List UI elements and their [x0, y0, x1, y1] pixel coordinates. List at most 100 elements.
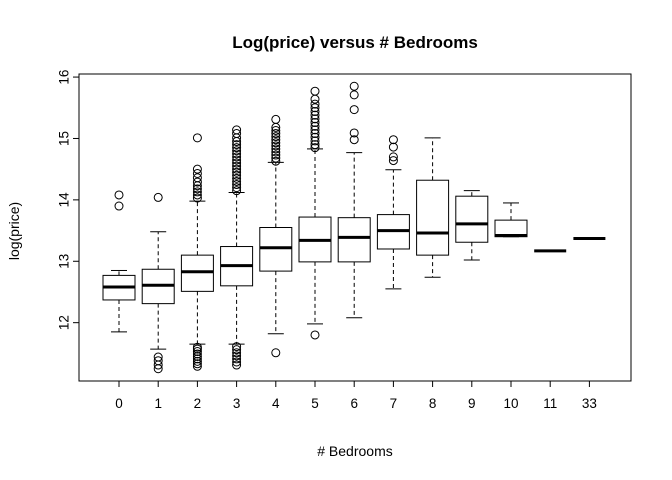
box-rect — [180, 254, 214, 292]
outlier-point — [192, 361, 202, 371]
outlier-point — [310, 136, 320, 146]
outlier-point — [192, 187, 202, 197]
x-tick-label: 9 — [468, 396, 476, 411]
outlier-point — [192, 168, 202, 178]
outlier-point — [349, 135, 359, 145]
outlier-point — [232, 143, 242, 153]
outlier-point — [271, 141, 281, 151]
outlier-point — [232, 167, 242, 177]
outlier-point — [310, 103, 320, 113]
outlier-point — [388, 135, 398, 145]
outlier-point — [192, 177, 202, 187]
x-tick-label: 3 — [233, 396, 241, 411]
box-7 — [376, 135, 410, 290]
outlier-point — [310, 330, 320, 340]
y-tick-label: 12 — [57, 315, 72, 330]
x-tick-label: 1 — [154, 396, 162, 411]
outlier-point — [388, 152, 398, 162]
y-tick-label: 14 — [57, 192, 72, 208]
x-tick-label: 6 — [350, 396, 358, 411]
outlier-point — [271, 156, 281, 166]
x-tick-label: 5 — [311, 396, 319, 411]
y-axis: 12 13 14 15 16 — [57, 70, 80, 330]
box-8 — [416, 137, 450, 278]
outlier-point — [232, 146, 242, 156]
outlier-point — [232, 152, 242, 162]
outlier-point — [232, 360, 242, 370]
outlier-point — [310, 121, 320, 131]
outlier-point — [232, 173, 242, 183]
outlier-point — [310, 129, 320, 139]
x-axis: 0 1 2 3 4 5 6 7 8 9 10 11 33 — [115, 380, 597, 411]
x-tick-label: 8 — [429, 396, 437, 411]
outlier-point — [192, 354, 202, 364]
outlier-point — [349, 105, 359, 115]
outlier-point — [271, 129, 281, 139]
box-10 — [494, 202, 528, 238]
outlier-point — [310, 86, 320, 96]
outlier-point — [192, 193, 202, 203]
outlier-point — [232, 170, 242, 180]
x-tick-label: 7 — [390, 396, 398, 411]
box-6 — [337, 81, 371, 319]
box-4 — [259, 114, 293, 358]
outlier-point — [232, 354, 242, 364]
outlier-point — [232, 158, 242, 168]
box-group — [102, 81, 606, 374]
box-9 — [455, 190, 489, 261]
outlier-point — [232, 140, 242, 150]
box-1 — [141, 192, 175, 374]
outlier-point — [271, 153, 281, 163]
chart-title: Log(price) versus # Bedrooms — [232, 33, 478, 52]
outlier-point — [232, 149, 242, 159]
outlier-point — [153, 192, 163, 202]
outlier-point — [271, 135, 281, 145]
outlier-point — [192, 349, 202, 359]
y-tick-label: 13 — [57, 254, 72, 269]
outlier-point — [153, 352, 163, 362]
outlier-point — [232, 342, 242, 352]
outlier-point — [232, 183, 242, 193]
outlier-point — [232, 125, 242, 135]
outlier-point — [192, 347, 202, 357]
x-tick-label: 4 — [272, 396, 280, 411]
outlier-point — [232, 357, 242, 367]
outlier-point — [232, 345, 242, 355]
outlier-point — [232, 348, 242, 358]
outlier-point — [271, 125, 281, 135]
x-tick-label: 2 — [194, 396, 202, 411]
outlier-point — [310, 125, 320, 135]
outlier-point — [192, 173, 202, 183]
x-tick-label: 33 — [582, 396, 597, 411]
outlier-point — [232, 180, 242, 190]
outlier-point — [271, 147, 281, 157]
y-tick-label: 15 — [57, 131, 72, 146]
outlier-point — [232, 351, 242, 361]
outlier-point — [349, 90, 359, 100]
outlier-point — [388, 142, 398, 152]
outlier-point — [114, 190, 124, 200]
outlier-point — [271, 144, 281, 154]
outlier-point — [271, 150, 281, 160]
box-2 — [180, 133, 214, 371]
outlier-point — [310, 94, 320, 104]
y-axis-label: log(price) — [6, 202, 22, 260]
outlier-point — [232, 186, 242, 196]
x-tick-label: 11 — [543, 396, 557, 411]
outlier-point — [310, 106, 320, 116]
outlier-point — [310, 143, 320, 153]
outlier-point — [310, 114, 320, 124]
box-rect — [455, 195, 489, 243]
outlier-point — [232, 129, 242, 139]
box-0 — [102, 190, 136, 333]
outlier-point — [192, 184, 202, 194]
outlier-point — [310, 110, 320, 120]
outlier-point — [192, 342, 202, 352]
box-3 — [220, 125, 254, 370]
outlier-point — [192, 356, 202, 366]
outlier-point — [192, 359, 202, 369]
outlier-point — [271, 132, 281, 142]
outlier-point — [310, 140, 320, 150]
outlier-point — [192, 190, 202, 200]
